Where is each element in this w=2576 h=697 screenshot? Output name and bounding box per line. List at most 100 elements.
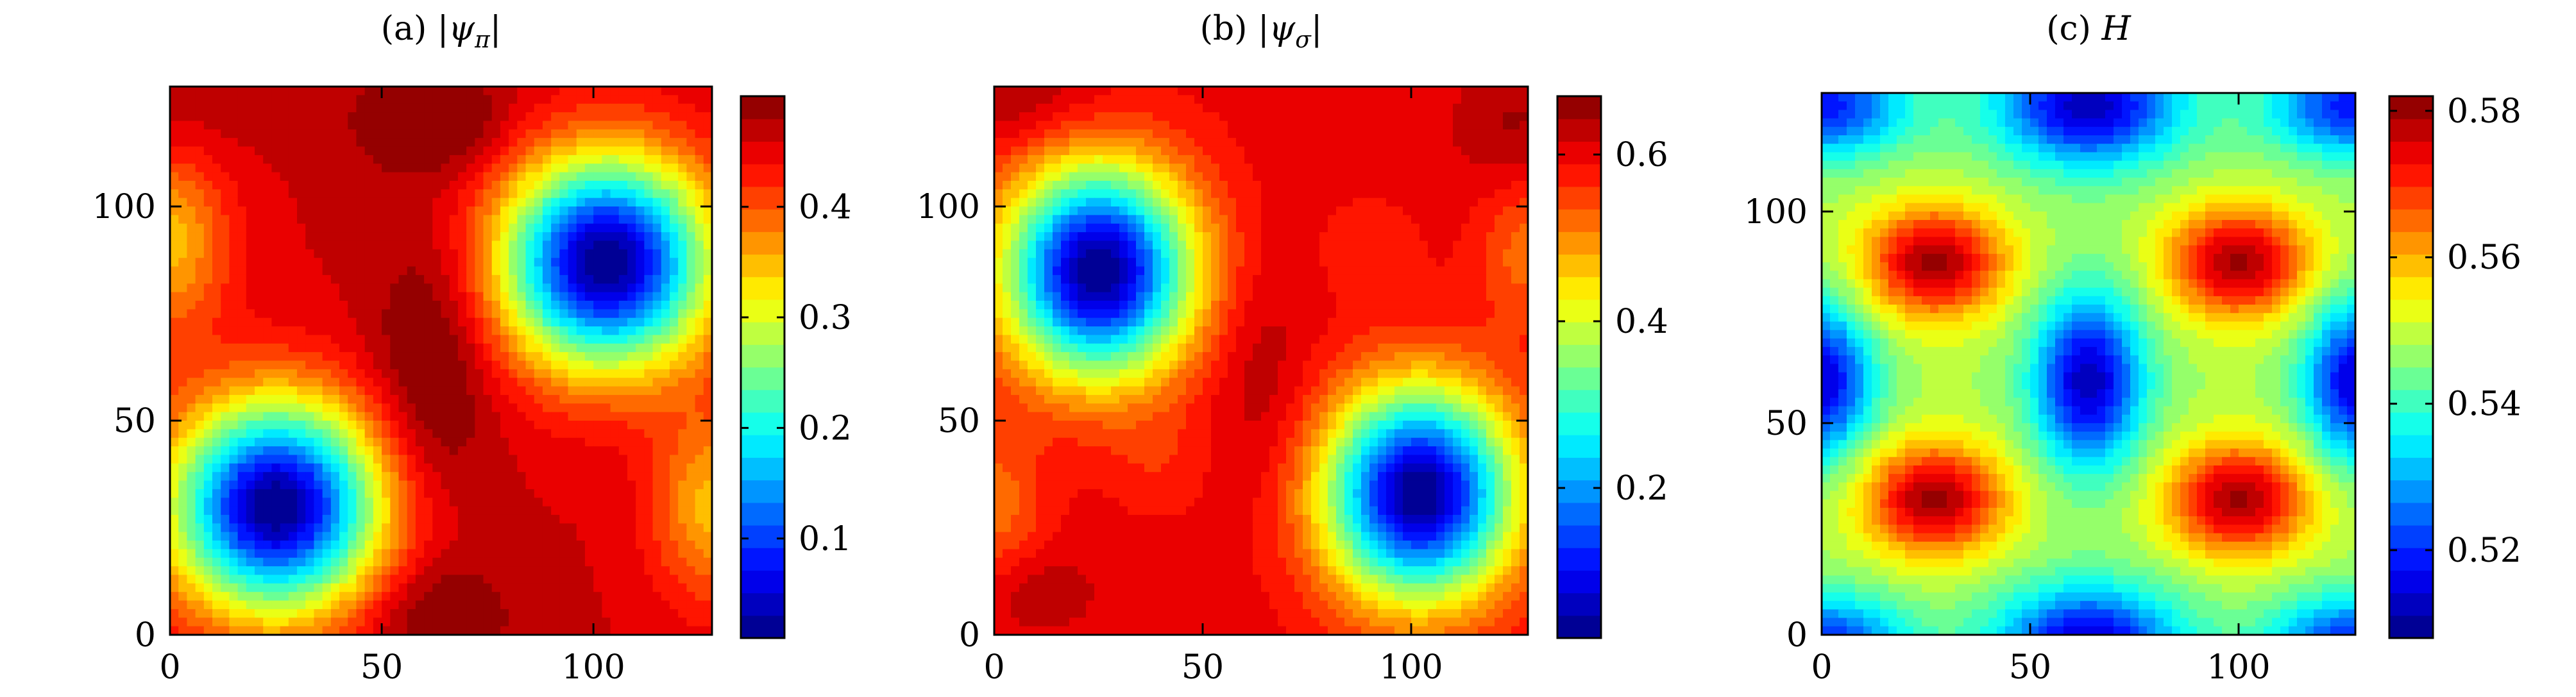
heatmap-cell bbox=[1053, 155, 1062, 164]
heatmap-cell bbox=[187, 480, 196, 490]
heatmap-cell bbox=[483, 575, 493, 584]
heatmap-cell bbox=[195, 309, 205, 319]
heatmap-cell bbox=[1394, 172, 1403, 181]
heatmap-cell bbox=[491, 283, 501, 293]
heatmap-cell bbox=[559, 155, 569, 164]
heatmap-cell bbox=[1228, 172, 1237, 181]
heatmap-cell bbox=[1394, 87, 1403, 96]
heatmap-cell bbox=[449, 394, 459, 404]
heatmap-cell bbox=[297, 532, 306, 541]
heatmap-cell bbox=[263, 283, 273, 293]
heatmap-cell bbox=[1236, 138, 1245, 147]
heatmap-cell bbox=[1094, 121, 1103, 130]
heatmap-cell bbox=[1236, 146, 1245, 156]
heatmap-cell bbox=[491, 472, 501, 482]
heatmap-cell bbox=[593, 335, 602, 344]
heatmap-cell bbox=[432, 164, 442, 173]
heatmap-cell bbox=[636, 335, 645, 344]
heatmap-cell bbox=[1470, 87, 1479, 96]
heatmap-cell bbox=[636, 394, 645, 404]
heatmap-cell bbox=[1186, 112, 1195, 122]
heatmap-cell bbox=[415, 146, 425, 156]
heatmap-cell bbox=[407, 583, 416, 592]
heatmap-cell bbox=[246, 549, 255, 558]
heatmap-cell bbox=[1153, 189, 1162, 199]
heatmap-cell bbox=[703, 566, 713, 576]
heatmap-cell bbox=[390, 446, 400, 456]
heatmap-cell bbox=[525, 352, 535, 362]
heatmap-cell bbox=[644, 103, 654, 113]
heatmap-cell bbox=[1178, 189, 1187, 199]
heatmap-cell bbox=[618, 103, 628, 113]
heatmap-cell bbox=[288, 463, 298, 473]
heatmap-cell bbox=[534, 155, 543, 164]
heatmap-cell bbox=[441, 240, 450, 250]
heatmap-cell bbox=[1069, 121, 1078, 130]
heatmap-cell bbox=[517, 541, 527, 550]
heatmap-cell bbox=[1478, 121, 1487, 130]
heatmap-cell bbox=[1378, 155, 1387, 164]
heatmap-cell bbox=[491, 223, 501, 233]
heatmap-cell bbox=[229, 164, 239, 173]
heatmap-cell bbox=[195, 215, 205, 224]
heatmap-cell bbox=[288, 626, 298, 635]
heatmap-cell bbox=[627, 437, 636, 447]
heatmap-cell bbox=[424, 274, 433, 284]
heatmap-cell bbox=[483, 378, 493, 387]
heatmap-cell bbox=[678, 583, 687, 592]
heatmap-cell bbox=[441, 164, 450, 173]
heatmap-cell bbox=[415, 326, 425, 336]
heatmap-cell bbox=[457, 317, 467, 327]
heatmap-cell bbox=[322, 498, 332, 507]
heatmap-cell bbox=[686, 549, 696, 558]
heatmap-cell bbox=[686, 437, 696, 447]
heatmap-cell bbox=[382, 232, 391, 242]
heatmap-cell bbox=[255, 600, 264, 610]
heatmap-cell bbox=[255, 335, 264, 344]
heatmap-cell bbox=[1511, 155, 1520, 164]
heatmap-cell bbox=[509, 223, 518, 233]
heatmap-cell bbox=[542, 626, 552, 635]
heatmap-cell bbox=[602, 274, 611, 284]
heatmap-cell bbox=[348, 283, 357, 293]
heatmap-cell bbox=[568, 386, 577, 396]
heatmap-cell bbox=[568, 506, 577, 516]
heatmap-cell bbox=[255, 95, 264, 105]
heatmap-cell bbox=[644, 172, 654, 181]
heatmap-cell bbox=[576, 249, 586, 258]
heatmap-cell bbox=[449, 575, 459, 584]
heatmap-cell bbox=[322, 266, 332, 276]
heatmap-cell bbox=[1470, 129, 1479, 139]
heatmap-cell bbox=[255, 232, 264, 242]
heatmap-cell bbox=[178, 403, 187, 413]
heatmap-cell bbox=[432, 95, 442, 105]
heatmap-cell bbox=[534, 472, 543, 482]
heatmap-cell bbox=[1470, 121, 1479, 130]
heatmap-cell bbox=[322, 138, 332, 147]
heatmap-cell bbox=[517, 292, 527, 301]
heatmap-cell bbox=[593, 394, 602, 404]
heatmap-cell bbox=[703, 549, 713, 558]
heatmap-cell bbox=[457, 292, 467, 301]
heatmap-cell bbox=[491, 274, 501, 284]
heatmap-cell bbox=[509, 626, 518, 635]
heatmap-cell bbox=[627, 489, 636, 498]
heatmap-cell bbox=[390, 600, 400, 610]
heatmap-cell bbox=[525, 378, 535, 387]
heatmap-cell bbox=[195, 352, 205, 362]
heatmap-cell bbox=[1278, 103, 1287, 113]
heatmap-cell bbox=[330, 394, 340, 404]
heatmap-cell bbox=[525, 146, 535, 156]
heatmap-cell bbox=[559, 240, 569, 250]
heatmap-cell bbox=[271, 429, 281, 439]
heatmap-cell bbox=[576, 335, 586, 344]
heatmap-cell bbox=[610, 498, 620, 507]
heatmap-cell bbox=[551, 557, 560, 567]
heatmap-cell bbox=[348, 180, 357, 190]
heatmap-cell bbox=[432, 283, 442, 293]
heatmap-cell bbox=[475, 95, 484, 105]
heatmap-cell bbox=[1319, 146, 1328, 156]
heatmap-cell bbox=[1369, 87, 1378, 96]
heatmap-cell bbox=[288, 258, 298, 267]
heatmap-cell bbox=[559, 394, 569, 404]
